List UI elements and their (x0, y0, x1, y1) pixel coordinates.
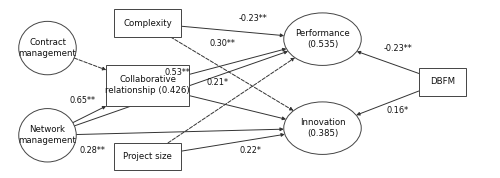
Text: -0.23**: -0.23** (383, 44, 412, 53)
Ellipse shape (284, 13, 361, 65)
Text: Complexity: Complexity (123, 19, 172, 28)
Text: 0.53**: 0.53** (164, 68, 190, 77)
FancyBboxPatch shape (106, 65, 188, 106)
Text: DBFM: DBFM (430, 77, 455, 86)
Ellipse shape (18, 21, 76, 75)
FancyBboxPatch shape (114, 9, 181, 37)
Text: 0.65**: 0.65** (70, 96, 96, 105)
Text: -0.23**: -0.23** (238, 14, 267, 23)
Text: 0.21*: 0.21* (206, 78, 229, 87)
Text: 0.30**: 0.30** (210, 39, 236, 48)
Text: 0.22*: 0.22* (239, 146, 261, 155)
Text: Contract
management: Contract management (18, 38, 76, 58)
Text: 0.16*: 0.16* (386, 106, 408, 115)
Text: Collaborative
relationship (0.426): Collaborative relationship (0.426) (105, 75, 190, 95)
Text: Network
management: Network management (18, 125, 76, 145)
Text: 0.28**: 0.28** (80, 146, 106, 155)
Text: Innovation
(0.385): Innovation (0.385) (300, 118, 346, 138)
Text: Project size: Project size (123, 152, 172, 161)
Ellipse shape (18, 109, 76, 162)
Ellipse shape (284, 102, 361, 154)
Text: Performance
(0.535): Performance (0.535) (295, 29, 350, 49)
FancyBboxPatch shape (419, 68, 466, 96)
FancyBboxPatch shape (114, 143, 181, 171)
